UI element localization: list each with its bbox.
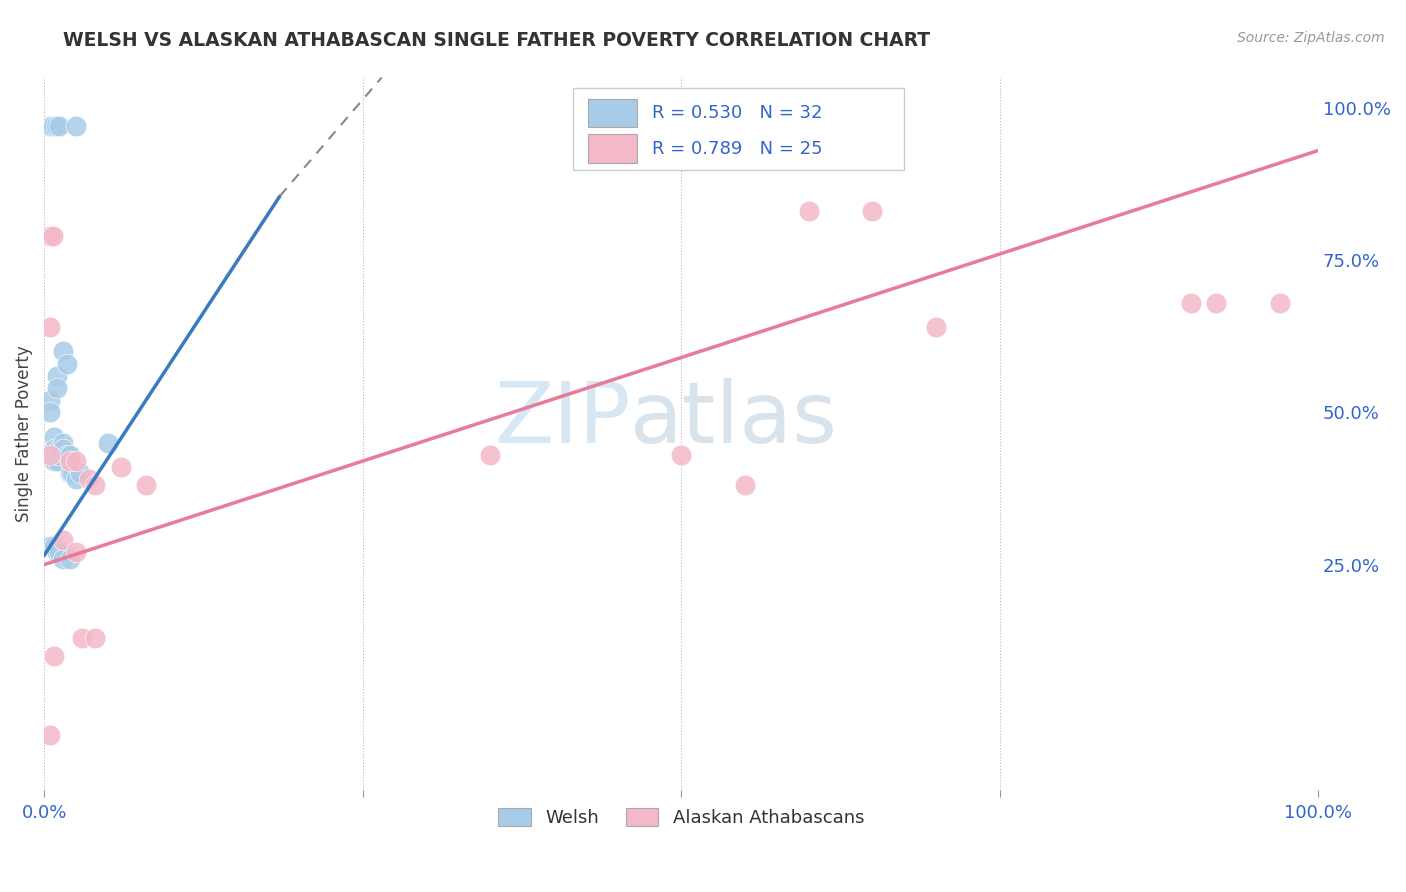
Text: Source: ZipAtlas.com: Source: ZipAtlas.com bbox=[1237, 31, 1385, 45]
Point bbox=[39, 448, 62, 462]
Point bbox=[479, 448, 502, 462]
Point bbox=[56, 357, 79, 371]
Point bbox=[52, 442, 75, 456]
Text: R = 0.530   N = 32: R = 0.530 N = 32 bbox=[652, 104, 823, 122]
Point bbox=[48, 442, 70, 456]
Point bbox=[45, 454, 67, 468]
Point bbox=[860, 204, 883, 219]
Point bbox=[669, 448, 692, 462]
Point bbox=[84, 478, 107, 492]
Point bbox=[58, 467, 80, 481]
Point bbox=[39, 320, 62, 334]
Point bbox=[65, 472, 87, 486]
Point bbox=[42, 228, 65, 243]
Point bbox=[39, 119, 62, 133]
Point bbox=[110, 460, 132, 475]
Legend: Welsh, Alaskan Athabascans: Welsh, Alaskan Athabascans bbox=[491, 800, 872, 834]
Point bbox=[734, 478, 756, 492]
Point bbox=[39, 405, 62, 419]
Point bbox=[52, 344, 75, 359]
Point bbox=[135, 478, 157, 492]
Point bbox=[44, 442, 66, 456]
Point bbox=[45, 119, 67, 133]
Point bbox=[44, 430, 66, 444]
Text: ZIP: ZIP bbox=[494, 378, 630, 461]
Point bbox=[1180, 295, 1202, 310]
Point bbox=[65, 454, 87, 468]
Point bbox=[39, 228, 62, 243]
Point bbox=[45, 545, 67, 559]
Point bbox=[84, 631, 107, 645]
Point bbox=[48, 119, 70, 133]
Point bbox=[77, 472, 100, 486]
Point bbox=[39, 539, 62, 553]
Point bbox=[45, 368, 67, 383]
Text: atlas: atlas bbox=[630, 378, 838, 461]
Point bbox=[925, 320, 948, 334]
Point bbox=[60, 467, 83, 481]
Point bbox=[42, 119, 65, 133]
FancyBboxPatch shape bbox=[572, 88, 904, 170]
Point bbox=[39, 393, 62, 408]
Point bbox=[52, 435, 75, 450]
Text: R = 0.789   N = 25: R = 0.789 N = 25 bbox=[652, 140, 823, 158]
Point bbox=[39, 728, 62, 742]
Point bbox=[72, 631, 94, 645]
Point bbox=[97, 435, 120, 450]
Point bbox=[44, 648, 66, 663]
Point bbox=[797, 204, 820, 219]
Point bbox=[44, 454, 66, 468]
Text: WELSH VS ALASKAN ATHABASCAN SINGLE FATHER POVERTY CORRELATION CHART: WELSH VS ALASKAN ATHABASCAN SINGLE FATHE… bbox=[63, 31, 931, 50]
Point bbox=[48, 448, 70, 462]
Point bbox=[44, 539, 66, 553]
FancyBboxPatch shape bbox=[588, 135, 637, 163]
Y-axis label: Single Father Poverty: Single Father Poverty bbox=[15, 345, 32, 522]
FancyBboxPatch shape bbox=[588, 99, 637, 128]
Point bbox=[69, 467, 91, 481]
Point bbox=[1268, 295, 1291, 310]
Point bbox=[45, 381, 67, 395]
Point bbox=[56, 448, 79, 462]
Point bbox=[58, 551, 80, 566]
Point bbox=[58, 448, 80, 462]
Point bbox=[65, 119, 87, 133]
Point bbox=[52, 533, 75, 548]
Point bbox=[52, 551, 75, 566]
Point bbox=[1205, 295, 1227, 310]
Point bbox=[58, 454, 80, 468]
Point bbox=[48, 545, 70, 559]
Point bbox=[65, 545, 87, 559]
